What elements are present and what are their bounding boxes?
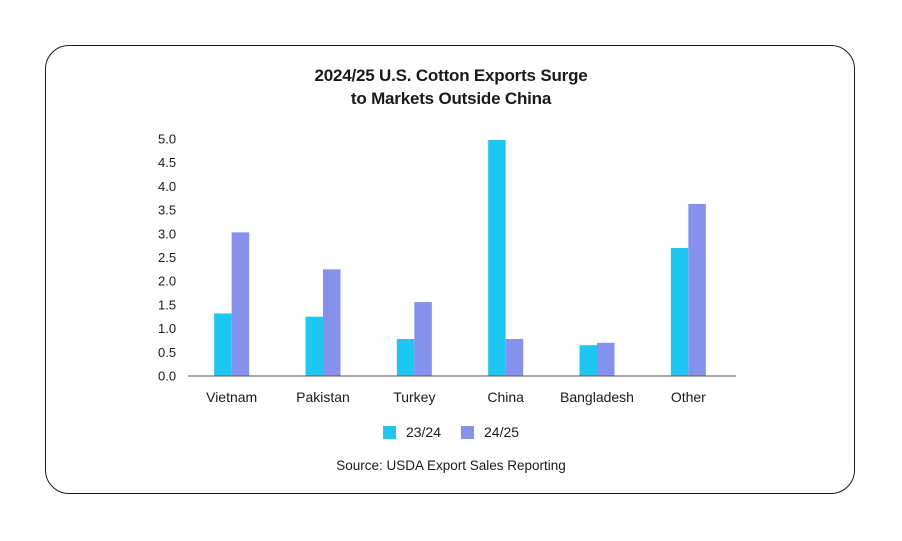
y-tick-label: 3.0 xyxy=(158,226,176,241)
bar-23-24-turkey xyxy=(396,339,415,376)
y-tick-label: 4.5 xyxy=(158,155,176,170)
x-tick-label: Bangladesh xyxy=(560,389,634,405)
y-tick-label: 2.5 xyxy=(158,250,176,265)
legend-swatch xyxy=(461,425,474,439)
bar-24-25-turkey xyxy=(414,302,432,376)
y-tick-label: 1.5 xyxy=(158,297,176,312)
y-tick-label: 2.0 xyxy=(158,274,176,289)
legend-swatch xyxy=(382,425,396,439)
chart-title: 2024/25 U.S. Cotton Exports Surge xyxy=(314,66,588,85)
bar-23-24-vietnam xyxy=(214,313,232,376)
chart-subtitle: to Markets Outside China xyxy=(350,89,552,108)
source-note: Source: USDA Export Sales Reporting xyxy=(336,458,566,473)
x-tick-label: Vietnam xyxy=(206,389,257,405)
bar-23-24-china xyxy=(488,139,506,376)
x-tick-label: Other xyxy=(671,389,706,405)
chart-card xyxy=(45,45,855,494)
y-tick-label: 3.5 xyxy=(158,203,176,218)
legend-item-23-24: 23/24 xyxy=(382,424,441,440)
bar-24-25-bangladesh xyxy=(597,342,615,376)
y-tick-label: 0.0 xyxy=(158,369,176,384)
y-tick-label: 1.0 xyxy=(158,321,176,336)
bar-23-24-other xyxy=(670,248,689,376)
bar-23-24-pakistan xyxy=(305,316,323,376)
bar-24-25-vietnam xyxy=(231,232,250,376)
bar-23-24-bangladesh xyxy=(579,345,597,376)
x-tick-label: Turkey xyxy=(393,389,435,405)
bar-24-25-china xyxy=(505,339,524,376)
x-tick-label: Pakistan xyxy=(296,389,350,405)
y-tick-label: 4.0 xyxy=(158,179,176,194)
bar-24-25-other xyxy=(688,203,706,376)
legend: 23/24 24/25 xyxy=(0,424,902,440)
legend-label: 23/24 xyxy=(405,424,441,440)
bar-24-25-pakistan xyxy=(323,269,341,376)
x-tick-label: China xyxy=(487,389,524,405)
y-tick-label: 5.0 xyxy=(158,132,176,147)
legend-item-24-25: 24/25 xyxy=(461,424,519,440)
y-tick-label: 0.5 xyxy=(158,345,176,360)
legend-label: 24/25 xyxy=(484,424,520,440)
